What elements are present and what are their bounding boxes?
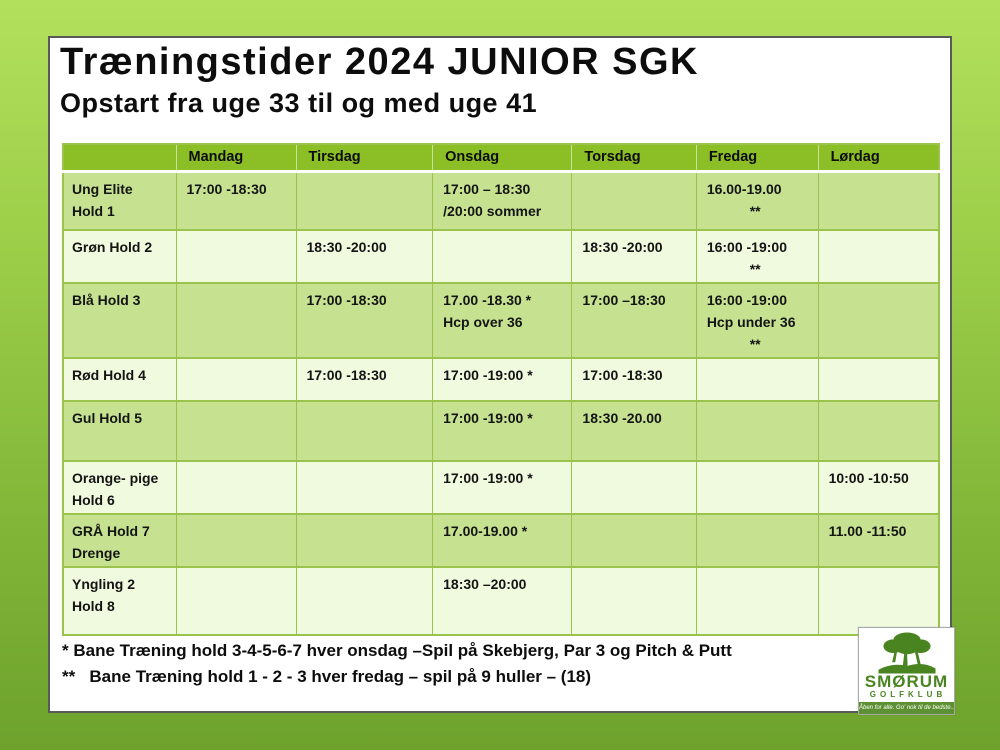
schedule-cell: 18:30 -20:00 [295,229,433,283]
schedule-cell [295,460,433,514]
schedule-cell [695,357,819,401]
row-label: Grøn Hold 2 [63,229,176,283]
tree-logo-icon [877,632,936,674]
schedule-cell [817,282,939,358]
column-header [63,144,176,173]
schedule-cell [295,171,433,230]
column-header: Lørdag [817,144,939,173]
schedule-cell: 18:30 -20.00 [571,400,697,461]
logo-subtitle: GOLFKLUB [869,690,947,699]
schedule-cell [295,400,433,461]
page-title: Træningstider 2024 JUNIOR SGK [60,41,699,83]
schedule-cell: 10:00 -10:50 [817,460,939,514]
row-label: Rød Hold 4 [63,357,176,401]
page-subtitle: Opstart fra uge 33 til og med uge 41 [60,88,538,118]
schedule-cell: 11.00 -11:50 [817,513,939,567]
schedule-cell [695,513,819,567]
row-label: GRÅ Hold 7 Drenge [63,513,176,567]
schedule-cell: 17.00-19.00 * [432,513,572,567]
table-row: Orange- pige Hold 6 17:00 -19:00 * 10:00 -1… [63,460,939,514]
schedule-cell [295,566,433,635]
schedule-cell [295,513,433,567]
schedule-cell [571,171,697,230]
schedule-cell [432,229,572,283]
schedule-cell: 16:00 -19:00 ** [695,229,819,283]
schedule-table: Mandag Tirsdag Onsdag Torsdag Fredag Lørdag U… [62,143,940,636]
schedule-cell [817,566,939,635]
schedule-cell [817,400,939,461]
schedule-cell: 17:00 -18:30 [175,171,296,230]
club-logo: SMØRUM GOLFKLUB Åben for alle. Go' nok t… [858,627,955,715]
table-row: Grøn Hold 2 18:30 -20:00 18:30 -20:00 16:00… [63,229,939,283]
content-panel: Træningstider 2024 JUNIOR SGK Opstart fr… [48,36,955,715]
schedule-cell [175,282,296,358]
schedule-cell [695,566,819,635]
schedule-cell: 16.00-19.00 ** [695,171,819,230]
schedule-cell [695,400,819,461]
schedule-cell: 17:00 -19:00 * [432,400,572,461]
schedule-cell [817,357,939,401]
schedule-cell: 17:00 -18:30 [295,282,433,358]
schedule-cell: 17:00 -19:00 * [432,460,572,514]
schedule-cell [175,357,296,401]
schedule-cell [175,566,296,635]
table-row: Ung Elite Hold 1 17:00 -18:30 17:00 – 18:30… [63,171,939,230]
table-row: GRÅ Hold 7 Drenge 17.00-19.00 * 11.00 -11:5… [63,513,939,567]
table-row: Gul Hold 5 17:00 -19:00 * 18:30 -20.00 [63,400,939,461]
schedule-cell [175,229,296,283]
schedule-cell: 17:00 -19:00 * [432,357,572,401]
column-header: Mandag [175,144,296,173]
schedule-cell [571,513,697,567]
row-label: Orange- pige Hold 6 [63,460,176,514]
row-label: Ung Elite Hold 1 [63,171,176,230]
footnote-line-1: * Bane Træning hold 3-4-5-6-7 hver onsda… [62,641,732,660]
row-label: Blå Hold 3 [63,282,176,358]
schedule-cell [175,400,296,461]
schedule-cell: 16:00 -19:00 Hcp under 36 ** [695,282,819,358]
schedule-cell: 17:00 -18:30 [571,357,697,401]
schedule-cell: 17.00 -18.30 * Hcp over 36 [432,282,572,358]
schedule-cell: 17:00 –18:30 [571,282,697,358]
schedule-cell [571,460,697,514]
logo-name: SMØRUM [864,672,949,691]
schedule-body: Ung Elite Hold 1 17:00 -18:30 17:00 – 18:30… [63,171,939,635]
header-row: Mandag Tirsdag Onsdag Torsdag Fredag Lørdag [63,144,939,173]
table-row: Rød Hold 4 17:00 -18:30 17:00 -19:00 * 17:0… [63,357,939,401]
column-header: Tirsdag [295,144,433,173]
column-header: Fredag [695,144,819,173]
footnote-line-2: ** Bane Træning hold 1 - 2 - 3 hver fred… [62,667,592,686]
footnotes: * Bane Træning hold 3-4-5-6-7 hver onsda… [62,638,862,690]
schedule-cell [817,229,939,283]
schedule-cell [175,460,296,514]
row-label: Gul Hold 5 [63,400,176,461]
schedule-cell [175,513,296,567]
row-label: Yngling 2 Hold 8 [63,566,176,635]
column-header: Onsdag [432,144,572,173]
schedule-cell: 18:30 –20:00 [432,566,572,635]
schedule-cell: 17:00 – 18:30/20:00 sommer [432,171,572,230]
logo-tagline: Åben for alle. Go' nok til de bedste... [859,702,954,714]
table-row: Blå Hold 3 17:00 -18:30 17.00 -18.30 * Hcp … [63,282,939,358]
schedule-cell: 18:30 -20:00 [571,229,697,283]
table-row: Yngling 2 Hold 8 18:30 –20:00 [63,566,939,635]
schedule-cell [695,460,819,514]
schedule-cell [571,566,697,635]
column-header: Torsdag [571,144,697,173]
schedule-cell: 17:00 -18:30 [295,357,433,401]
schedule-cell [817,171,939,230]
